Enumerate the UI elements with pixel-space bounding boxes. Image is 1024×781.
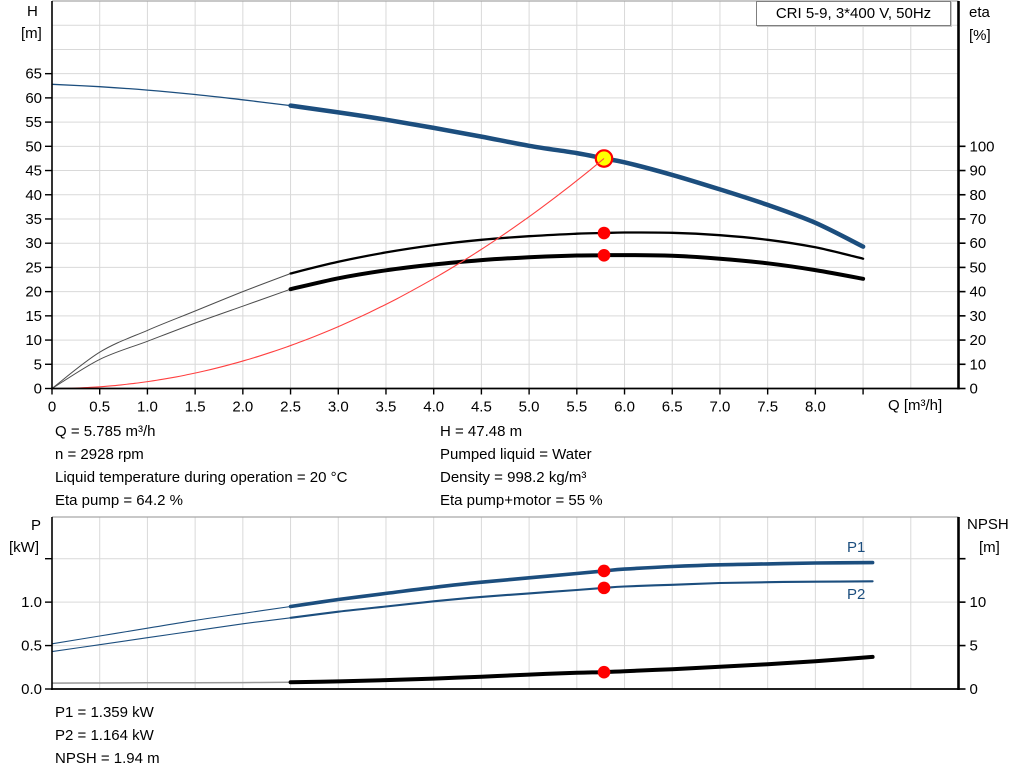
svg-text:4.0: 4.0 [423, 399, 444, 416]
pump-title-box: CRI 5-9, 3*400 V, 50Hz [756, 1, 951, 26]
annotation-npsh: NPSH = 1.94 m [55, 750, 160, 767]
head-axis-unit: [m] [21, 25, 42, 42]
pump-title: CRI 5-9, 3*400 V, 50Hz [775, 5, 932, 22]
svg-text:3.0: 3.0 [328, 399, 349, 416]
annotation-temperature: Liquid temperature during operation = 20… [55, 469, 348, 486]
svg-text:90: 90 [970, 163, 987, 180]
svg-text:40: 40 [25, 187, 42, 204]
p1-curve [288, 560, 875, 609]
svg-text:0.5: 0.5 [89, 399, 110, 416]
svg-text:30: 30 [970, 308, 987, 325]
svg-text:1.0: 1.0 [21, 594, 42, 611]
annotation-density: Density = 998.2 kg/m³ [440, 469, 587, 486]
svg-text:4.5: 4.5 [471, 399, 492, 416]
eta-axis-label: eta [969, 4, 990, 21]
svg-text:80: 80 [970, 187, 987, 204]
eta-pump-curve [289, 231, 865, 275]
svg-text:2.0: 2.0 [232, 399, 253, 416]
svg-text:2.5: 2.5 [280, 399, 301, 416]
annotation-eta-pump: Eta pump = 64.2 % [55, 492, 183, 509]
eta-pump-motor-curve [288, 253, 866, 292]
svg-text:10: 10 [25, 332, 42, 349]
svg-text:35: 35 [25, 211, 42, 228]
svg-text:65: 65 [25, 66, 42, 83]
p2-duty-dot [597, 581, 611, 595]
svg-text:7.5: 7.5 [757, 399, 778, 416]
p2-curve-thin [51, 617, 291, 653]
svg-text:60: 60 [970, 235, 987, 252]
svg-text:10: 10 [970, 356, 987, 373]
annotation-eta-total: Eta pump+motor = 55 % [440, 492, 603, 509]
eta-pump-curve-thin [51, 273, 291, 389]
annotation-p2: P2 = 1.164 kW [55, 727, 154, 744]
svg-text:1.5: 1.5 [185, 399, 206, 416]
head-axis-label: H [27, 3, 38, 20]
svg-text:30: 30 [25, 235, 42, 252]
svg-text:5: 5 [970, 638, 978, 655]
npsh-axis-label: NPSH [967, 516, 1009, 533]
pump-head-curve-thin [51, 83, 291, 107]
power-axis-unit: [kW] [9, 539, 39, 556]
eta-pump-duty-dot [597, 226, 611, 240]
svg-text:8.0: 8.0 [805, 399, 826, 416]
svg-text:0.5: 0.5 [21, 638, 42, 655]
svg-text:0: 0 [970, 681, 978, 698]
svg-text:25: 25 [25, 259, 42, 276]
p1-curve-label: P1 [847, 539, 866, 556]
npsh-duty-dot [597, 665, 611, 679]
power-axis-label: P [31, 517, 42, 534]
svg-text:5.0: 5.0 [519, 399, 540, 416]
svg-text:5.5: 5.5 [566, 399, 587, 416]
svg-text:20: 20 [970, 332, 987, 349]
svg-text:5: 5 [34, 356, 42, 373]
svg-text:0.0: 0.0 [21, 681, 42, 698]
svg-text:6.5: 6.5 [662, 399, 683, 416]
svg-text:7.0: 7.0 [710, 399, 731, 416]
p1-curve-thin [51, 605, 291, 645]
svg-text:55: 55 [25, 114, 42, 131]
eta-pump-motor-curve-thin [51, 288, 291, 389]
svg-text:0: 0 [970, 381, 978, 398]
svg-text:15: 15 [25, 308, 42, 325]
svg-text:100: 100 [970, 138, 995, 155]
svg-text:60: 60 [25, 90, 42, 107]
annotation-head: H = 47.48 m [440, 423, 523, 440]
system-curve [51, 158, 605, 390]
svg-text:0: 0 [48, 399, 56, 416]
annotation-flow: Q = 5.785 m³/h [55, 423, 156, 440]
p1-duty-dot [597, 564, 611, 578]
svg-text:6.0: 6.0 [614, 399, 635, 416]
npsh-curve [288, 654, 875, 685]
svg-text:10: 10 [970, 594, 987, 611]
svg-text:50: 50 [970, 259, 987, 276]
p2-curve-label: P2 [847, 586, 866, 603]
annotation-liquid: Pumped liquid = Water [440, 446, 592, 463]
annotation-p1: P1 = 1.359 kW [55, 704, 154, 721]
p2-curve [289, 580, 874, 619]
eta-pump-motor-duty-dot [597, 248, 611, 262]
svg-text:0: 0 [34, 381, 42, 398]
svg-text:1.0: 1.0 [137, 399, 158, 416]
npsh-axis-unit: [m] [979, 539, 1000, 556]
svg-text:50: 50 [25, 138, 42, 155]
pump-head-curve [288, 103, 866, 249]
annotation-speed: n = 2928 rpm [55, 446, 144, 463]
svg-text:45: 45 [25, 163, 42, 180]
svg-text:40: 40 [970, 284, 987, 301]
svg-text:3.5: 3.5 [376, 399, 397, 416]
npsh-curve-thin [51, 681, 291, 684]
svg-text:70: 70 [970, 211, 987, 228]
eta-axis-unit: [%] [969, 27, 991, 44]
svg-text:20: 20 [25, 284, 42, 301]
flow-axis-label: Q [m³/h] [888, 397, 943, 414]
